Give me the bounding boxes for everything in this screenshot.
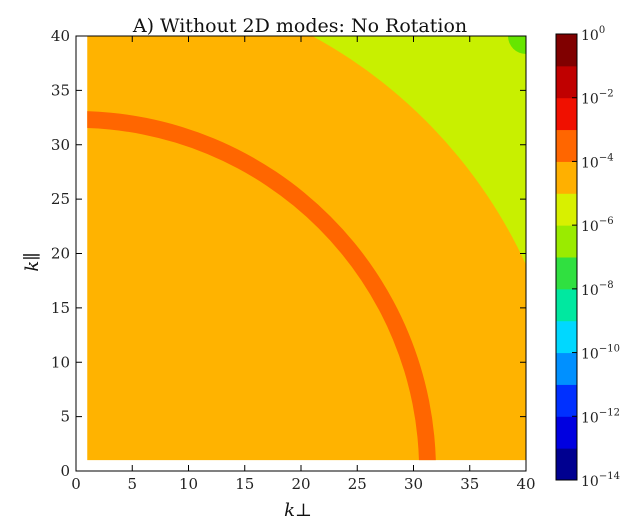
colorbar-segment <box>556 416 577 449</box>
region-corner <box>312 36 526 265</box>
colorbar-segment <box>556 97 577 131</box>
colorbar-segment <box>556 193 577 226</box>
colorbar-label: 10−12 <box>581 407 620 426</box>
x-tick-label: 30 <box>404 475 423 493</box>
x-tick-label: 15 <box>235 475 254 493</box>
colorbar-segment <box>556 129 577 162</box>
y-tick-label: 15 <box>51 299 70 317</box>
colorbar-segment <box>556 34 577 67</box>
y-axis-label: k∥ <box>22 252 43 271</box>
region-ring <box>87 111 436 461</box>
x-tick-label: 10 <box>179 475 198 493</box>
colorbar-segment <box>556 352 577 385</box>
y-tick-label: 30 <box>51 136 70 154</box>
colorbar-label: 10−8 <box>581 280 614 299</box>
colorbar-segment <box>556 225 577 258</box>
colorbar-segment <box>556 288 577 322</box>
colorbar-segment <box>556 448 577 481</box>
y-tick-label: 5 <box>60 408 70 426</box>
region-corner-tip <box>508 36 526 54</box>
heatmap-plot <box>87 36 526 461</box>
colorbar-segment <box>556 320 577 354</box>
colorbar-segment <box>556 257 577 290</box>
x-tick-label: 25 <box>348 475 367 493</box>
y-tick-label: 0 <box>60 462 70 480</box>
y-tick-label: 25 <box>51 190 70 208</box>
x-axis-label: k⊥ <box>284 500 312 520</box>
colorbar-label: 100 <box>581 25 605 44</box>
x-tick-label: 0 <box>71 475 81 493</box>
y-tick-label: 20 <box>51 245 70 263</box>
y-tick-label: 10 <box>51 353 70 371</box>
y-tick-label: 40 <box>51 27 70 45</box>
colorbar: 100 10−2 10−4 10−6 10−8 10−10 10−12 10−14 <box>555 25 620 490</box>
x-tick-label: 5 <box>127 475 137 493</box>
colorbar-label: 10−2 <box>581 89 614 108</box>
colorbar-label: 10−6 <box>581 216 614 235</box>
colorbar-label: 10−10 <box>581 344 620 363</box>
axes: 0 5 10 15 20 25 30 35 40 0 5 10 15 20 25 30 35 40 <box>51 27 536 493</box>
y-tick-label: 35 <box>51 81 70 99</box>
colorbar-label: 10−4 <box>581 152 614 171</box>
colorbar-segment <box>556 65 577 99</box>
colorbar-segment <box>556 384 577 417</box>
colorbar-label: 10−14 <box>581 471 620 490</box>
x-tick-label: 20 <box>291 475 310 493</box>
colorbar-frame <box>555 33 578 481</box>
x-tick-label: 40 <box>516 475 535 493</box>
x-tick-label: 35 <box>460 475 479 493</box>
chart-title: A) Without 2D modes: No Rotation <box>132 15 467 37</box>
colorbar-segment <box>556 161 577 194</box>
